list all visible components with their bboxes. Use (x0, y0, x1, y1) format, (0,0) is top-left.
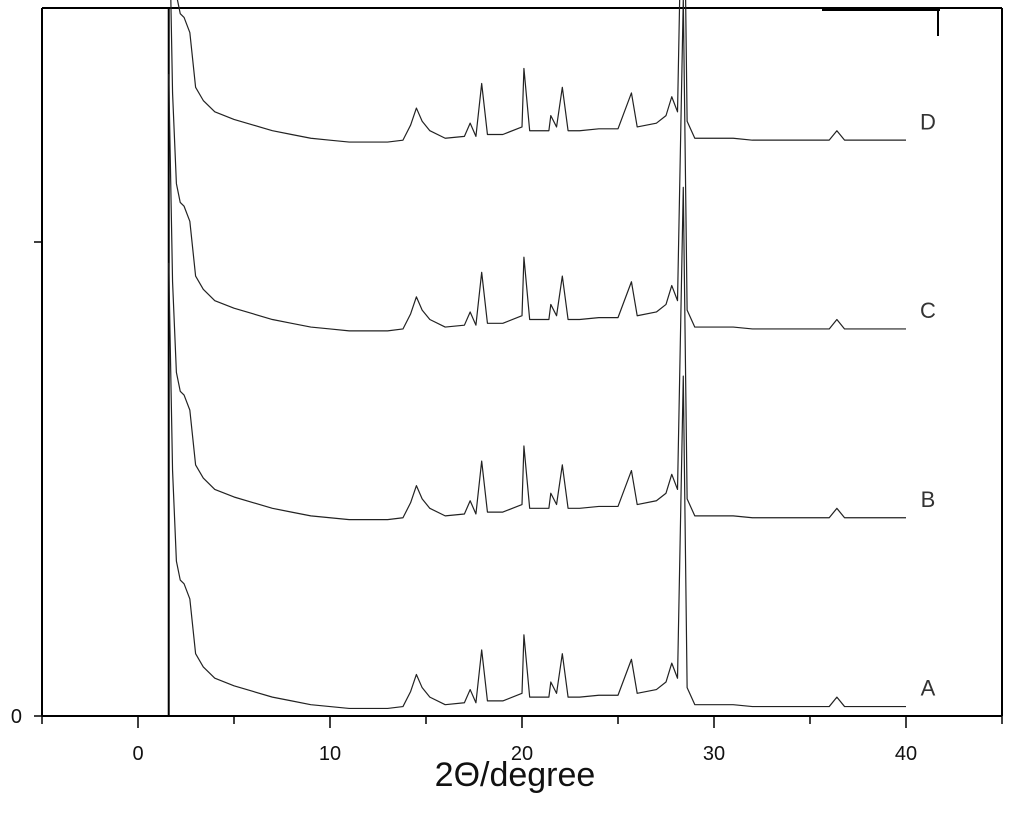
x-axis-title: 2Θ/degree (435, 756, 596, 794)
x-tick-label: 0 (132, 743, 143, 765)
x-tick-label: 20 (511, 743, 533, 765)
series-line-b (168, 74, 906, 521)
series-label-a: A (921, 676, 936, 701)
x-tick-label: 30 (703, 743, 725, 765)
x-tick-label: 10 (319, 743, 341, 765)
series-line-d (176, 0, 906, 143)
axes: 0 10 20 30 40 0 (11, 8, 1003, 765)
series-label-b: B (921, 487, 936, 512)
x-tick-label: 40 (895, 743, 917, 765)
series-line-c (170, 0, 906, 332)
chart-frame (41, 7, 1003, 717)
series-labels: A B C D (920, 109, 936, 700)
y-tick-label: 0 (11, 706, 22, 728)
series-layer (168, 0, 906, 710)
series-label-c: C (920, 298, 936, 323)
series-label-d: D (920, 109, 936, 134)
series-line-a (168, 262, 906, 710)
